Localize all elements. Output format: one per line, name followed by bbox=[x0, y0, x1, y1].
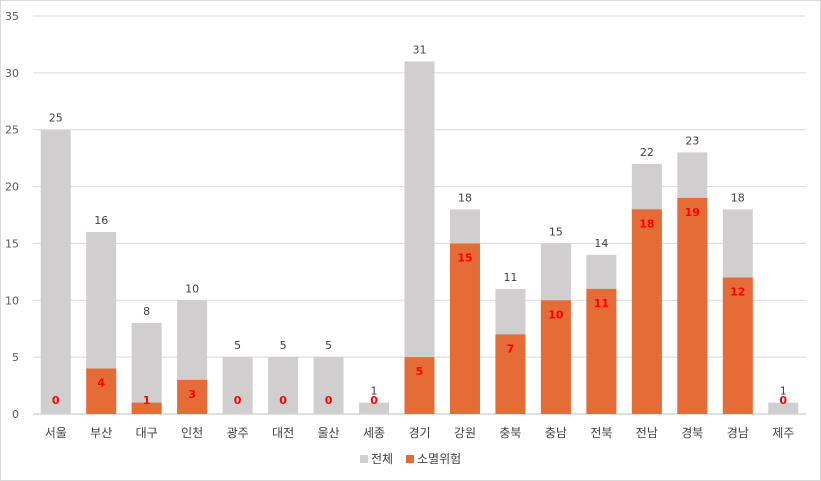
x-category-label: 경기 bbox=[408, 426, 430, 440]
x-category-label: 충남 bbox=[545, 426, 567, 440]
bar-total bbox=[404, 61, 435, 414]
data-label-total: 22 bbox=[640, 146, 654, 159]
data-labels: 2501648110350505010315181511715101411221… bbox=[49, 43, 788, 407]
data-label-total: 5 bbox=[325, 339, 332, 352]
bar-risk bbox=[631, 209, 662, 414]
legend-swatch bbox=[360, 455, 368, 463]
x-category-label: 대구 bbox=[136, 426, 158, 440]
data-label-risk: 0 bbox=[279, 394, 287, 407]
x-category-label: 전북 bbox=[590, 426, 612, 440]
data-label-total: 15 bbox=[549, 225, 563, 238]
bar-risk bbox=[404, 357, 435, 414]
bar-risk bbox=[495, 334, 526, 414]
data-label-total: 5 bbox=[234, 339, 241, 352]
data-label-total: 18 bbox=[458, 191, 472, 204]
y-tick-label: 25 bbox=[5, 124, 19, 137]
legend-swatch bbox=[406, 455, 414, 463]
data-label-risk: 0 bbox=[234, 394, 242, 407]
bar-risk bbox=[586, 288, 617, 414]
y-tick-label: 10 bbox=[5, 294, 19, 307]
data-label-risk: 15 bbox=[457, 251, 472, 264]
data-label-total: 10 bbox=[185, 282, 199, 295]
y-tick-label: 15 bbox=[5, 237, 19, 250]
x-category-label: 서울 bbox=[45, 426, 67, 440]
data-label-risk: 19 bbox=[685, 206, 700, 219]
y-tick-label: 0 bbox=[12, 408, 19, 421]
y-axis-ticks: 0 5 10 15 20 25 30 35 bbox=[5, 10, 19, 421]
bar-risk bbox=[449, 243, 480, 414]
x-axis-categories: 서울 부산 대구 인천 광주 대전 울산 세종 경기 강원 충북 충남 전북 전남 경북 경남 제주 bbox=[45, 425, 795, 440]
bar-total bbox=[131, 323, 162, 414]
data-label-total: 11 bbox=[503, 271, 517, 284]
bar-total bbox=[313, 357, 344, 414]
data-label-total: 14 bbox=[594, 237, 608, 250]
data-label-risk: 0 bbox=[370, 394, 378, 407]
data-label-risk: 0 bbox=[325, 394, 333, 407]
data-label-risk: 11 bbox=[594, 297, 609, 310]
bar-risk bbox=[722, 277, 753, 414]
x-category-label: 강원 bbox=[454, 426, 476, 440]
data-label-total: 1 bbox=[371, 385, 378, 398]
data-label-total: 31 bbox=[413, 43, 427, 56]
x-category-label: 인천 bbox=[181, 425, 203, 440]
data-label-risk: 7 bbox=[507, 342, 515, 355]
data-label-risk: 1 bbox=[143, 394, 151, 407]
x-category-label: 경북 bbox=[681, 426, 703, 440]
x-category-label: 전남 bbox=[636, 426, 658, 440]
y-tick-label: 35 bbox=[5, 10, 19, 23]
bar-total bbox=[40, 129, 71, 414]
bar-risk bbox=[540, 300, 571, 414]
bar-total bbox=[222, 357, 253, 414]
bar-risk bbox=[131, 402, 162, 414]
bar-risk bbox=[86, 368, 117, 414]
bar-risk bbox=[677, 197, 708, 414]
legend: 전체 소멸위험 bbox=[360, 452, 461, 466]
x-category-label: 울산 bbox=[318, 426, 340, 440]
bar-total bbox=[268, 357, 299, 414]
legend-label: 전체 bbox=[371, 452, 393, 466]
data-label-risk: 18 bbox=[639, 217, 654, 230]
data-label-risk: 5 bbox=[416, 365, 424, 378]
x-category-label: 세종 bbox=[363, 426, 385, 440]
bar-total bbox=[359, 402, 390, 414]
x-category-label: 대전 bbox=[272, 426, 294, 440]
data-label-total: 25 bbox=[49, 112, 63, 125]
data-label-risk: 0 bbox=[779, 394, 787, 407]
x-category-label: 충북 bbox=[499, 426, 521, 440]
data-label-total: 1 bbox=[780, 385, 787, 398]
y-tick-label: 30 bbox=[5, 67, 19, 80]
data-label-total: 23 bbox=[685, 134, 699, 147]
x-category-label: 제주 bbox=[772, 426, 794, 440]
data-label-risk: 4 bbox=[97, 377, 105, 390]
legend-label: 소멸위험 bbox=[417, 452, 461, 466]
data-label-total: 18 bbox=[731, 191, 745, 204]
data-label-total: 16 bbox=[94, 214, 108, 227]
data-label-total: 8 bbox=[143, 305, 150, 318]
x-category-label: 광주 bbox=[227, 426, 249, 440]
x-category-label: 부산 bbox=[90, 426, 112, 440]
y-tick-label: 20 bbox=[5, 181, 19, 194]
y-tick-label: 5 bbox=[12, 351, 19, 364]
data-label-risk: 3 bbox=[188, 388, 196, 401]
data-label-risk: 10 bbox=[548, 308, 564, 321]
data-label-risk: 12 bbox=[730, 286, 745, 299]
data-label-total: 5 bbox=[280, 339, 287, 352]
bars bbox=[40, 61, 799, 414]
x-category-label: 경남 bbox=[727, 426, 749, 440]
bar-total bbox=[768, 402, 799, 414]
bar-risk bbox=[177, 379, 208, 414]
data-label-risk: 0 bbox=[52, 394, 60, 407]
